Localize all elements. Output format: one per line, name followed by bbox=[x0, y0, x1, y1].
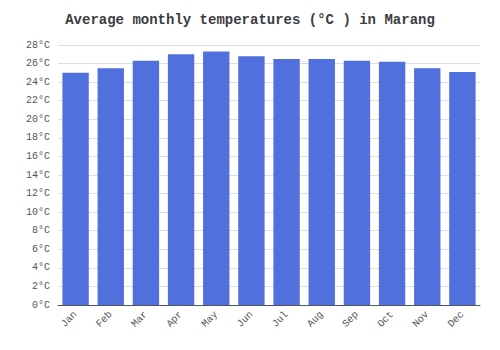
svg-text:24°C: 24°C bbox=[26, 77, 50, 88]
svg-text:28°C: 28°C bbox=[26, 40, 50, 51]
svg-text:8°C: 8°C bbox=[32, 225, 50, 236]
svg-text:16°C: 16°C bbox=[26, 151, 50, 162]
svg-text:Oct: Oct bbox=[375, 309, 395, 329]
svg-text:2°C: 2°C bbox=[32, 281, 50, 292]
svg-text:22°C: 22°C bbox=[26, 95, 50, 106]
svg-text:0°C: 0°C bbox=[32, 300, 50, 311]
svg-text:10°C: 10°C bbox=[26, 207, 50, 218]
svg-text:12°C: 12°C bbox=[26, 188, 50, 199]
svg-text:18°C: 18°C bbox=[26, 132, 50, 143]
svg-text:May: May bbox=[200, 309, 220, 329]
svg-text:20°C: 20°C bbox=[26, 114, 50, 125]
svg-text:Feb: Feb bbox=[94, 309, 114, 329]
svg-text:Apr: Apr bbox=[164, 309, 184, 329]
svg-text:Aug: Aug bbox=[305, 309, 325, 329]
svg-text:26°C: 26°C bbox=[26, 58, 50, 69]
svg-text:Jan: Jan bbox=[59, 309, 79, 329]
svg-text:Mar: Mar bbox=[129, 309, 149, 329]
svg-text:6°C: 6°C bbox=[32, 244, 50, 255]
svg-text:Jul: Jul bbox=[270, 309, 290, 329]
svg-text:Jun: Jun bbox=[235, 309, 255, 329]
svg-text:Average monthly temperatures (: Average monthly temperatures (°C ) in Ma… bbox=[65, 12, 435, 28]
svg-text:Nov: Nov bbox=[411, 309, 431, 329]
svg-text:Sep: Sep bbox=[340, 309, 360, 329]
svg-text:4°C: 4°C bbox=[32, 262, 50, 273]
svg-text:14°C: 14°C bbox=[26, 170, 50, 181]
svg-text:Dec: Dec bbox=[446, 309, 466, 329]
